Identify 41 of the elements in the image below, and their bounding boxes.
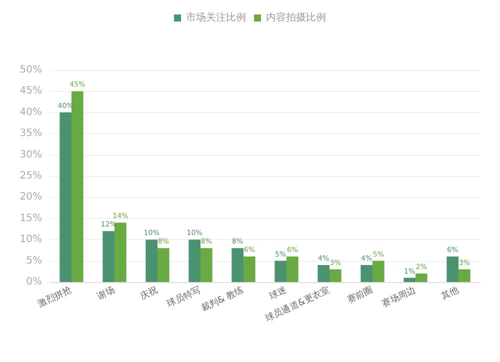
x-tick-label: 其他 [440, 284, 461, 302]
bar [404, 278, 416, 282]
y-tick-label: 25% [20, 170, 42, 182]
legend-label: 内容拍摄比例 [266, 12, 326, 24]
bar [318, 265, 330, 282]
y-tick-label: 10% [20, 234, 42, 246]
y-tick-label: 50% [20, 64, 42, 76]
y-tick-label: 30% [20, 149, 42, 160]
bar [102, 231, 114, 282]
y-tick-label: 45% [20, 86, 42, 97]
y-tick-label: 40% [20, 106, 42, 118]
y-tick-label: 20% [20, 192, 42, 203]
bar [72, 91, 84, 282]
bar [446, 256, 458, 282]
bar [330, 269, 342, 282]
x-tick-label: 激烈拼抢 [36, 284, 74, 310]
bar [232, 248, 244, 282]
bar [146, 240, 158, 282]
y-tick-label: 35% [20, 128, 42, 140]
x-tick-label: 球迷 [268, 284, 289, 302]
bar [360, 265, 372, 282]
x-tick-label: 赛前圈 [345, 284, 375, 306]
bar [114, 222, 126, 282]
x-tick-label: 谢场 [96, 284, 117, 302]
bar [458, 269, 470, 282]
bar [188, 240, 200, 282]
y-tick-label: 0% [26, 276, 42, 288]
x-tick-label: 庆祝 [138, 284, 160, 302]
bar [158, 248, 170, 282]
y-tick-label: 15% [20, 212, 42, 224]
x-tick-label: 赛场周边 [380, 284, 418, 310]
bar [416, 274, 428, 282]
bar [200, 248, 212, 282]
bar [372, 260, 384, 282]
legend-label: 市场关注比例 [186, 12, 246, 24]
bar [274, 260, 286, 282]
y-tick-label: 5% [26, 255, 42, 266]
bar [244, 256, 256, 282]
bar [60, 112, 72, 282]
x-tick-label: 裁判& 教练 [199, 284, 246, 314]
bar [286, 256, 298, 282]
